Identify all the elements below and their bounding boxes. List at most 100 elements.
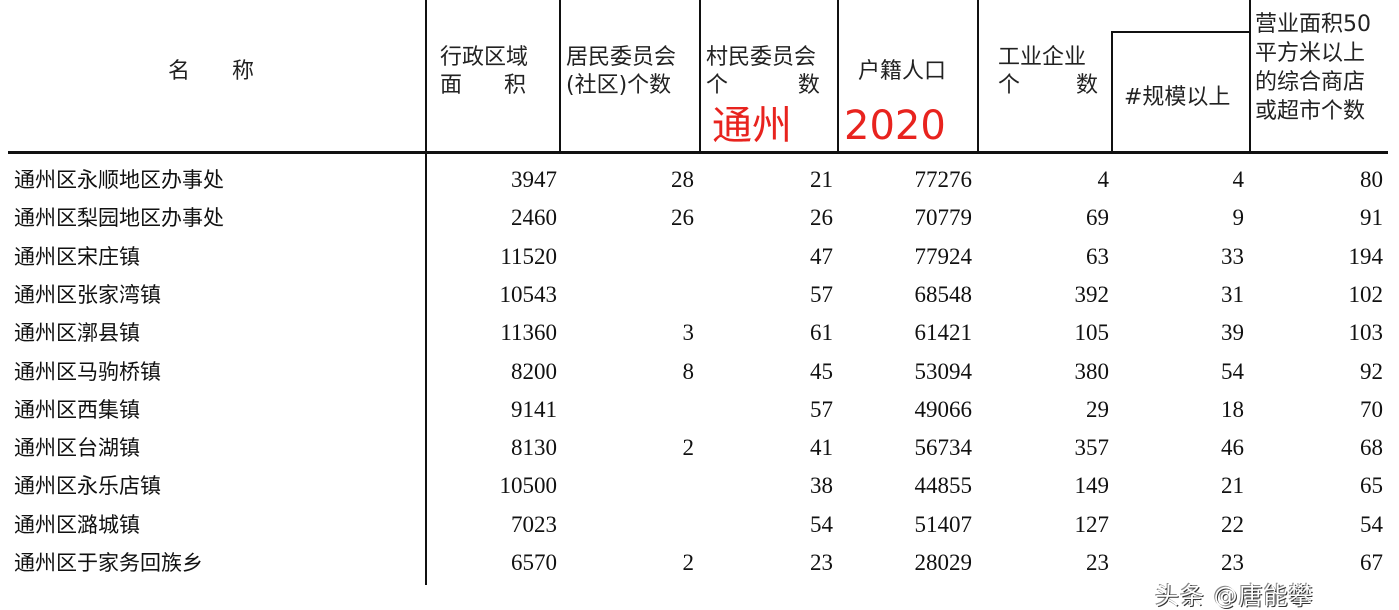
cell-residents: 26	[671, 205, 694, 231]
row-name: 通州区于家务回族乡	[14, 551, 203, 575]
column-divider	[837, 0, 839, 152]
cell-industry: 392	[1074, 281, 1110, 307]
cell-area: 10543	[499, 281, 558, 307]
cell-above-scale: 23	[1221, 550, 1244, 575]
cell-industry: 4	[1097, 167, 1110, 192]
cell-area: 8200	[511, 358, 557, 384]
header-above-scale: #规模以上	[1124, 85, 1231, 110]
cell-stores: 54	[1360, 511, 1383, 537]
cell-population: 70779	[914, 205, 973, 231]
cell-industry: 69	[1086, 205, 1109, 231]
cell-above-scale: 18	[1221, 396, 1244, 422]
cell-industry: 127	[1074, 511, 1110, 537]
cell-area: 6570	[511, 550, 557, 575]
cell-residents	[559, 506, 694, 544]
cell-villages: 54	[810, 511, 833, 537]
cell-villages: 26	[810, 205, 833, 231]
cell-area: 2460	[511, 205, 557, 231]
column-divider	[699, 0, 701, 152]
cell-population: 51407	[914, 511, 973, 537]
cell-industry: 23	[1086, 550, 1109, 575]
header-residents: 居民委员会 (社区)个数	[566, 45, 677, 98]
header-industry: 工业企业 个 数	[998, 45, 1098, 98]
row-name: 通州区宋庄镇	[14, 244, 140, 269]
cell-villages: 57	[810, 396, 833, 422]
row-name: 通州区潞城镇	[14, 512, 140, 537]
header-name: 名 称	[168, 59, 254, 84]
cell-villages: 47	[810, 243, 833, 269]
cell-stores: 67	[1360, 550, 1383, 575]
row-name: 通州区永乐店镇	[14, 474, 161, 499]
cell-villages: 41	[810, 435, 833, 461]
column-divider	[1249, 0, 1251, 152]
cell-villages: 61	[810, 320, 833, 346]
cell-above-scale: 21	[1221, 473, 1244, 499]
cell-population: 44855	[914, 473, 973, 499]
row-name: 通州区台湖镇	[14, 436, 140, 461]
cell-residents: 28	[671, 167, 694, 192]
cell-residents: 2	[682, 435, 695, 461]
cell-residents	[559, 238, 694, 276]
cell-industry: 105	[1074, 320, 1110, 346]
header-stores: 营业面积50 平方米以上 的综合商店 或超市个数	[1255, 12, 1371, 124]
header-bottom-rule	[8, 151, 1388, 154]
row-name: 通州区漷县镇	[14, 321, 140, 346]
cell-area: 9141	[511, 396, 557, 422]
cell-industry: 29	[1086, 396, 1109, 422]
cell-stores: 65	[1360, 473, 1383, 499]
row-name: 通州区张家湾镇	[14, 282, 161, 307]
cell-stores: 68	[1360, 435, 1383, 461]
stamp-year: 2020	[844, 103, 946, 149]
cell-stores: 91	[1360, 205, 1383, 231]
cell-area: 7023	[511, 511, 557, 537]
cell-area: 3947	[511, 167, 557, 192]
cell-villages: 38	[810, 473, 833, 499]
cell-industry: 149	[1074, 473, 1110, 499]
header-population: 户籍人口	[858, 59, 947, 84]
cell-villages: 45	[810, 358, 833, 384]
cell-population: 56734	[914, 435, 973, 461]
cell-stores: 92	[1360, 358, 1383, 384]
cell-above-scale: 54	[1221, 358, 1244, 384]
cell-above-scale: 39	[1221, 320, 1244, 346]
cell-industry: 357	[1074, 435, 1110, 461]
cell-industry: 380	[1074, 358, 1110, 384]
column-divider	[425, 0, 427, 585]
cell-residents: 8	[682, 358, 695, 384]
row-name: 通州区梨园地区办事处	[14, 206, 224, 231]
cell-villages: 21	[810, 167, 833, 192]
cell-area: 11360	[500, 320, 557, 346]
row-name: 通州区马驹桥镇	[14, 359, 161, 384]
cell-stores: 80	[1360, 167, 1383, 192]
column-divider	[1111, 32, 1113, 152]
cell-villages: 23	[810, 550, 833, 575]
stamp-district: 通州	[712, 103, 792, 149]
header-area: 行政区域 面 积	[440, 45, 529, 98]
cell-above-scale: 46	[1221, 435, 1244, 461]
cell-area: 10500	[499, 473, 558, 499]
cell-stores: 102	[1348, 281, 1384, 307]
cell-population: 61421	[914, 320, 973, 346]
cell-industry: 63	[1086, 243, 1109, 269]
cell-above-scale: 22	[1221, 511, 1244, 537]
cell-stores: 194	[1348, 243, 1384, 269]
cell-residents	[559, 276, 694, 314]
cell-stores: 70	[1360, 396, 1383, 422]
cell-area: 11520	[500, 243, 557, 269]
cell-residents: 3	[682, 320, 695, 346]
row-name: 通州区永顺地区办事处	[14, 168, 224, 192]
cell-population: 77924	[914, 243, 973, 269]
cell-above-scale: 4	[1232, 167, 1245, 192]
cell-population: 68548	[914, 281, 973, 307]
row-name: 通州区西集镇	[14, 397, 140, 422]
cell-above-scale: 31	[1221, 281, 1244, 307]
header-villages: 村民委员会 个 数	[706, 45, 820, 98]
column-divider	[977, 0, 979, 152]
cell-above-scale: 33	[1221, 243, 1244, 269]
cell-population: 53094	[914, 358, 973, 384]
cell-villages: 57	[810, 281, 833, 307]
cell-residents	[559, 391, 694, 429]
cell-residents: 2	[682, 550, 695, 575]
cell-population: 49066	[914, 396, 973, 422]
cell-residents	[559, 467, 694, 505]
